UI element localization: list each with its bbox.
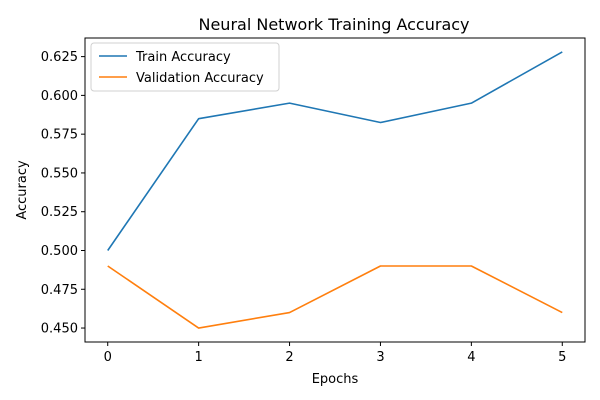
legend-box bbox=[90, 42, 280, 92]
y-tick-label: 0.550 bbox=[41, 166, 78, 181]
x-tick-label: 5 bbox=[558, 350, 566, 365]
x-axis: 0 1 2 3 4 5 bbox=[104, 342, 566, 365]
x-tick-label: 4 bbox=[467, 350, 475, 365]
x-tick-label: 0 bbox=[104, 350, 112, 365]
y-axis: 0.450 0.475 0.500 0.525 0.550 0.575 0.600 0.625 bbox=[41, 50, 85, 337]
x-tick-label: 3 bbox=[376, 350, 384, 365]
y-tick-label: 0.525 bbox=[41, 205, 78, 220]
x-tick-label: 1 bbox=[194, 350, 202, 365]
x-tick-label: 2 bbox=[285, 350, 293, 365]
y-tick-label: 0.600 bbox=[41, 89, 78, 104]
legend: Train Accuracy Validation Accuracy bbox=[90, 42, 280, 92]
y-tick-label: 0.625 bbox=[41, 50, 78, 65]
series-lines bbox=[107, 51, 563, 329]
legend-label-validation: Validation Accuracy bbox=[136, 71, 264, 86]
y-tick-label: 0.450 bbox=[41, 322, 78, 337]
y-tick-label: 0.475 bbox=[41, 283, 78, 298]
series-line-1 bbox=[107, 265, 563, 329]
series-line-0 bbox=[107, 51, 563, 251]
y-tick-label: 0.575 bbox=[41, 128, 78, 143]
y-axis-title: Accuracy bbox=[15, 160, 30, 220]
legend-label-train: Train Accuracy bbox=[135, 50, 231, 65]
y-tick-label: 0.500 bbox=[41, 244, 78, 259]
chart-title: Neural Network Training Accuracy bbox=[198, 15, 469, 34]
x-axis-title: Epochs bbox=[312, 372, 359, 387]
